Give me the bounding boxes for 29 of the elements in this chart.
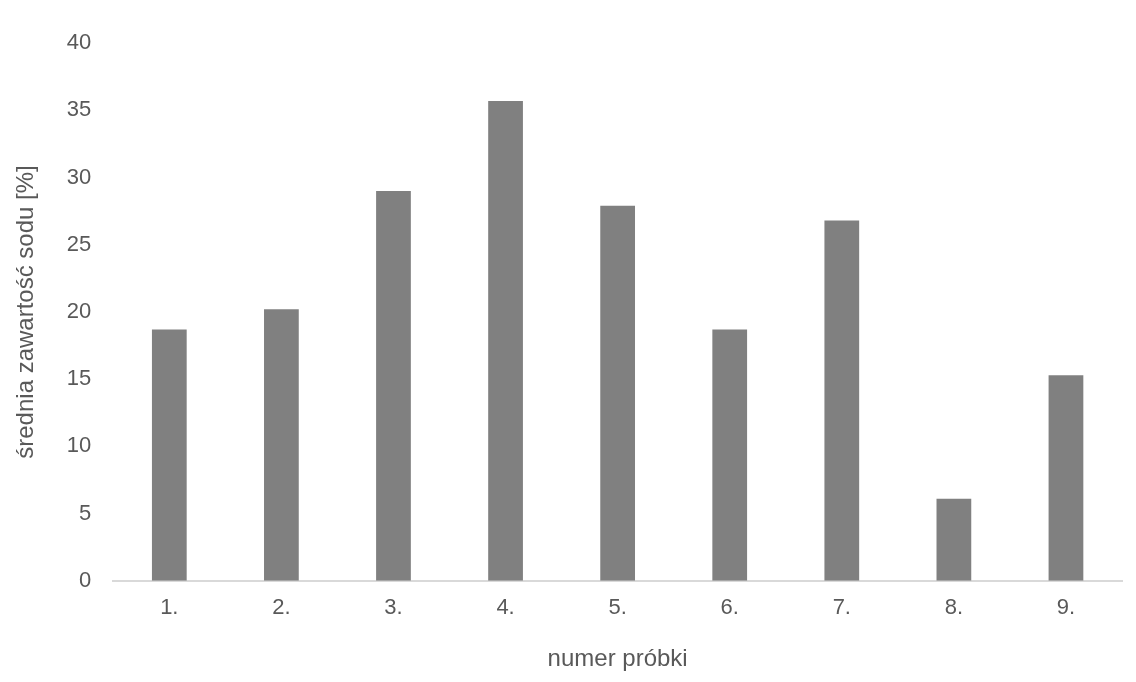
x-tick-label: 6. xyxy=(720,594,739,620)
bar xyxy=(488,100,523,581)
bar xyxy=(936,498,972,581)
bar xyxy=(824,220,860,581)
bar xyxy=(600,205,636,581)
y-tick-label: 40 xyxy=(66,29,92,55)
y-axis-title: średnia zawartość sodu [%] xyxy=(11,165,39,459)
y-tick-label: 5 xyxy=(79,499,92,525)
x-tick-label: 7. xyxy=(832,594,851,620)
y-tick-label: 15 xyxy=(66,365,92,391)
y-tick-label: 35 xyxy=(66,96,92,122)
bar xyxy=(1048,375,1084,581)
y-tick-label: 30 xyxy=(66,163,92,189)
x-axis-title: numer próbki xyxy=(547,644,688,672)
x-tick-label: 4. xyxy=(496,594,515,620)
x-tick-label: 5. xyxy=(608,594,627,620)
y-tick-label: 20 xyxy=(66,298,92,324)
bar xyxy=(151,329,187,581)
x-tick-label: 9. xyxy=(1056,594,1076,620)
x-tick-label: 3. xyxy=(384,594,403,620)
y-tick-label: 25 xyxy=(66,230,92,256)
y-tick-label: 0 xyxy=(79,566,92,592)
bar xyxy=(376,191,411,581)
x-tick-label: 2. xyxy=(272,594,291,620)
x-tick-label: 8. xyxy=(944,594,964,620)
y-tick-label: 10 xyxy=(66,432,92,458)
bar xyxy=(264,309,299,581)
x-tick-label: 1. xyxy=(160,594,179,620)
bar xyxy=(712,329,748,581)
